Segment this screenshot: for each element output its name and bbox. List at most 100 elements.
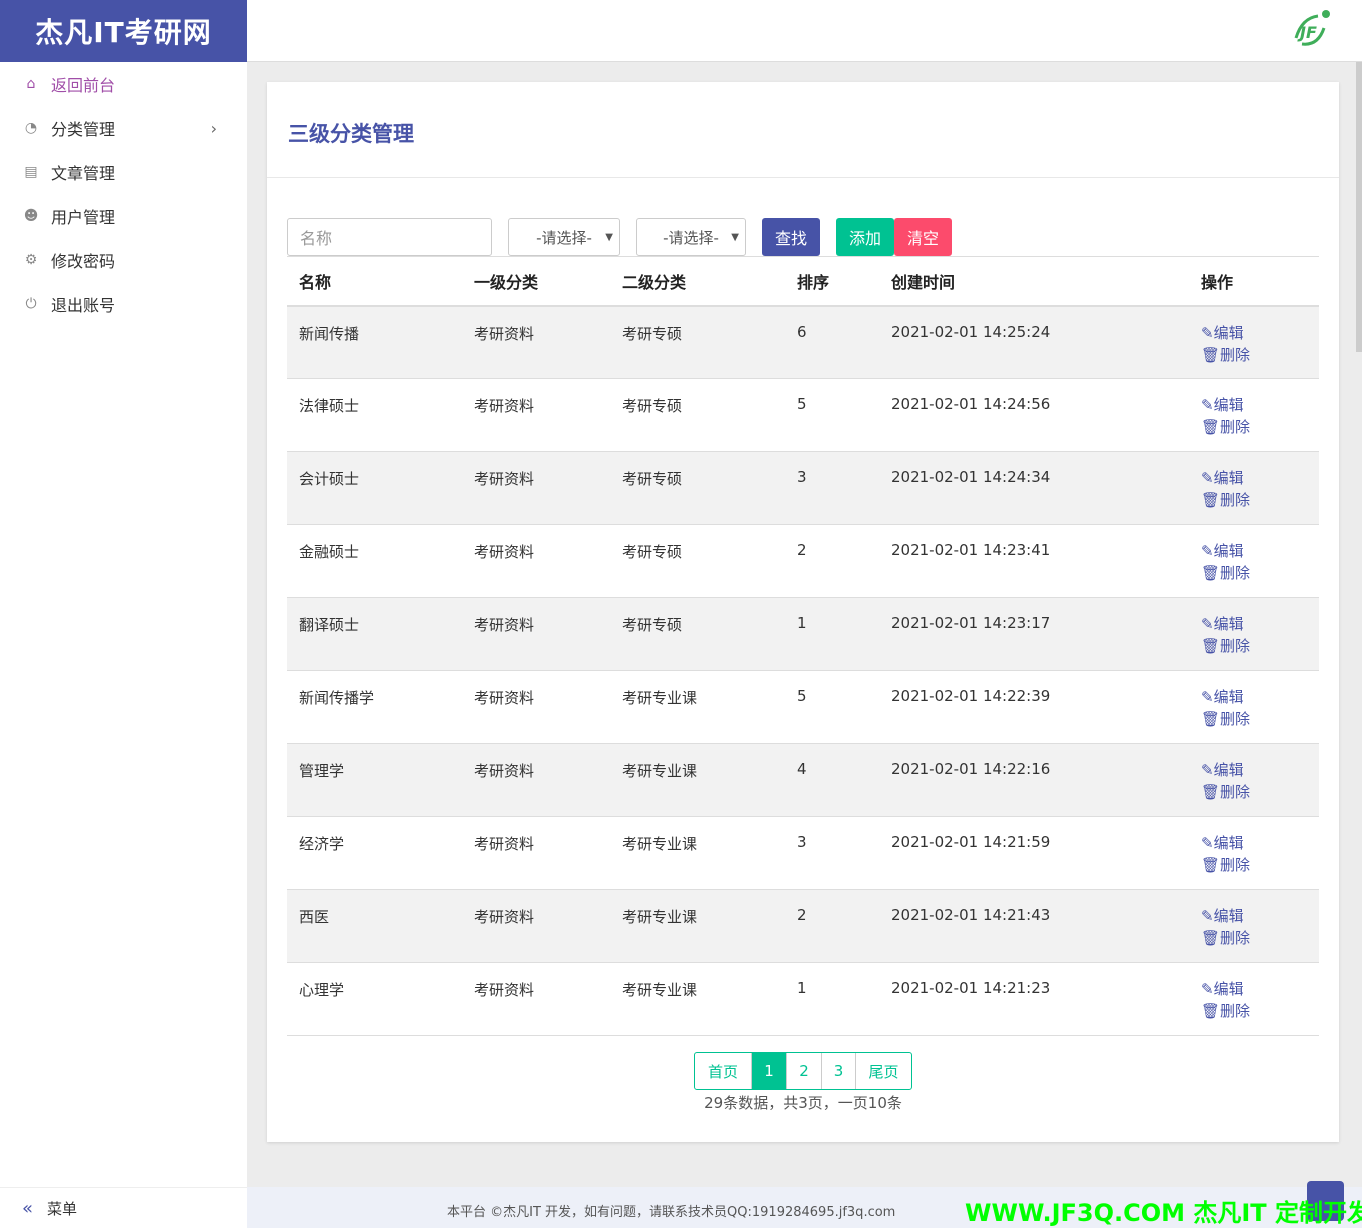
edit-link[interactable]: ✎编辑: [1201, 904, 1319, 928]
trash-icon: 🗑: [1201, 710, 1221, 728]
cell-actions: ✎编辑 🗑删除: [1189, 889, 1319, 963]
cell-created: 2021-02-01 14:25:24: [879, 305, 1189, 379]
clear-button[interactable]: 清空: [894, 218, 952, 256]
pagination: 首页 1 2 3 尾页: [694, 1052, 912, 1090]
table-row: 新闻传播学 考研资料 考研专业课 5 2021-02-01 14:22:39 ✎编辑 🗑删除: [287, 670, 1319, 744]
level2-category-select[interactable]: -请选择- ▼: [636, 218, 746, 256]
delete-link[interactable]: 🗑删除: [1201, 343, 1319, 367]
cell-order: 2: [785, 889, 879, 963]
cell-created: 2021-02-01 14:22:16: [879, 743, 1189, 817]
delete-link[interactable]: 🗑删除: [1201, 853, 1319, 877]
sidebar-item-0[interactable]: ⌂ 返回前台: [0, 62, 247, 106]
cell-order: 1: [785, 962, 879, 1036]
brand-title: 杰凡IT考研网: [0, 0, 247, 62]
table-row: 管理学 考研资料 考研专业课 4 2021-02-01 14:22:16 ✎编辑 🗑删除: [287, 743, 1319, 817]
trash-icon: 🗑: [1201, 491, 1221, 509]
table-row: 经济学 考研资料 考研专业课 3 2021-02-01 14:21:59 ✎编辑 🗑删除: [287, 816, 1319, 890]
cell-name: 经济学: [287, 816, 462, 890]
cell-level1: 考研资料: [462, 670, 610, 744]
select-value: -请选择-: [663, 228, 719, 247]
delete-link[interactable]: 🗑删除: [1201, 999, 1319, 1023]
sidebar-item-1[interactable]: ◔ 分类管理 ›: [0, 106, 247, 150]
sidebar-item-label: 退出账号: [51, 296, 116, 315]
cell-order: 5: [785, 378, 879, 452]
menu-label: 菜单: [47, 1199, 78, 1218]
cell-order: 1: [785, 597, 879, 671]
caret-down-icon: ▼: [605, 231, 613, 243]
edit-link[interactable]: ✎编辑: [1201, 758, 1319, 782]
back-to-top-button[interactable]: [1307, 1181, 1344, 1221]
page-3[interactable]: 3: [821, 1053, 855, 1089]
users-icon: ☻: [23, 208, 39, 224]
trash-icon: 🗑: [1201, 637, 1221, 655]
level1-category-select[interactable]: -请选择- ▼: [508, 218, 620, 256]
delete-link[interactable]: 🗑删除: [1201, 634, 1319, 658]
cell-level1: 考研资料: [462, 889, 610, 963]
double-chevron-left-icon: «: [22, 1197, 34, 1219]
cell-actions: ✎编辑 🗑删除: [1189, 816, 1319, 890]
sidebar-item-4[interactable]: ⚙ 修改密码: [0, 238, 247, 282]
delete-link[interactable]: 🗑删除: [1201, 780, 1319, 804]
cell-name: 管理学: [287, 743, 462, 817]
cell-created: 2021-02-01 14:24:34: [879, 451, 1189, 525]
page-title: 三级分类管理: [267, 82, 1339, 178]
edit-link[interactable]: ✎编辑: [1201, 393, 1319, 417]
scrollbar[interactable]: [1356, 62, 1362, 352]
edit-icon: ✎: [1201, 980, 1214, 998]
col-header-created: 创建时间: [879, 256, 1189, 307]
delete-link[interactable]: 🗑删除: [1201, 415, 1319, 439]
edit-link[interactable]: ✎编辑: [1201, 466, 1319, 490]
cell-level2: 考研专业课: [610, 816, 785, 890]
sidebar-item-2[interactable]: ▤ 文章管理: [0, 150, 247, 194]
col-header-order: 排序: [785, 256, 879, 307]
footer: 本平台 ©杰凡IT 开发，如有问题，请联系技术员QQ:1919284695.jf…: [247, 1187, 1362, 1228]
edit-link[interactable]: ✎编辑: [1201, 321, 1319, 345]
edit-link[interactable]: ✎编辑: [1201, 977, 1319, 1001]
edit-icon: ✎: [1201, 542, 1214, 560]
delete-label: 删除: [1220, 856, 1251, 874]
delete-link[interactable]: 🗑删除: [1201, 488, 1319, 512]
cell-order: 4: [785, 743, 879, 817]
cell-created: 2021-02-01 14:24:56: [879, 378, 1189, 452]
sidebar-item-3[interactable]: ☻ 用户管理: [0, 194, 247, 238]
cell-actions: ✎编辑 🗑删除: [1189, 524, 1319, 598]
content-card: 三级分类管理 名称 -请选择- ▼ -请选择- ▼ 查找 添加 清空 名称 一级分类…: [267, 82, 1339, 1142]
edit-label: 编辑: [1213, 323, 1244, 342]
edit-link[interactable]: ✎编辑: [1201, 539, 1319, 563]
page-first[interactable]: 首页: [707, 1062, 738, 1081]
sidebar-item-label: 用户管理: [51, 208, 116, 227]
delete-label: 删除: [1220, 710, 1251, 728]
sidebar-item-5[interactable]: ⏻ 退出账号: [0, 282, 247, 326]
cell-name: 新闻传播学: [287, 670, 462, 744]
menu-toggle-button[interactable]: « 菜单: [0, 1187, 247, 1228]
delete-link[interactable]: 🗑删除: [1201, 707, 1319, 731]
cell-level2: 考研专业课: [610, 743, 785, 817]
trash-icon: 🗑: [1201, 929, 1221, 947]
jf-logo-icon: JF: [1294, 10, 1330, 46]
cell-level2: 考研专硕: [610, 451, 785, 525]
cell-actions: ✎编辑 🗑删除: [1189, 962, 1319, 1036]
search-button[interactable]: 查找: [762, 218, 820, 256]
page-last[interactable]: 尾页: [855, 1053, 911, 1089]
table-row: 金融硕士 考研资料 考研专硕 2 2021-02-01 14:23:41 ✎编辑 🗑删除: [287, 524, 1319, 598]
cell-actions: ✎编辑 🗑删除: [1189, 743, 1319, 817]
cell-name: 法律硕士: [287, 378, 462, 452]
name-search-input[interactable]: 名称: [287, 218, 492, 256]
edit-link[interactable]: ✎编辑: [1201, 685, 1319, 709]
add-button[interactable]: 添加: [836, 218, 894, 256]
edit-label: 编辑: [1213, 615, 1244, 633]
edit-icon: ✎: [1201, 834, 1214, 852]
power-icon: ⏻: [25, 296, 37, 312]
table-row: 新闻传播 考研资料 考研专硕 6 2021-02-01 14:25:24 ✎编辑 🗑删除: [287, 305, 1319, 379]
delete-link[interactable]: 🗑删除: [1201, 561, 1319, 585]
trash-icon: 🗑: [1201, 783, 1221, 801]
delete-link[interactable]: 🗑删除: [1201, 926, 1319, 950]
trash-icon: 🗑: [1201, 418, 1221, 436]
page-2[interactable]: 2: [786, 1053, 821, 1089]
edit-icon: ✎: [1201, 615, 1214, 633]
table-row: 翻译硕士 考研资料 考研专硕 1 2021-02-01 14:23:17 ✎编辑 🗑删除: [287, 597, 1319, 671]
cell-created: 2021-02-01 14:23:17: [879, 597, 1189, 671]
edit-link[interactable]: ✎编辑: [1201, 831, 1319, 855]
edit-link[interactable]: ✎编辑: [1201, 612, 1319, 636]
page-1[interactable]: 1: [751, 1053, 786, 1089]
